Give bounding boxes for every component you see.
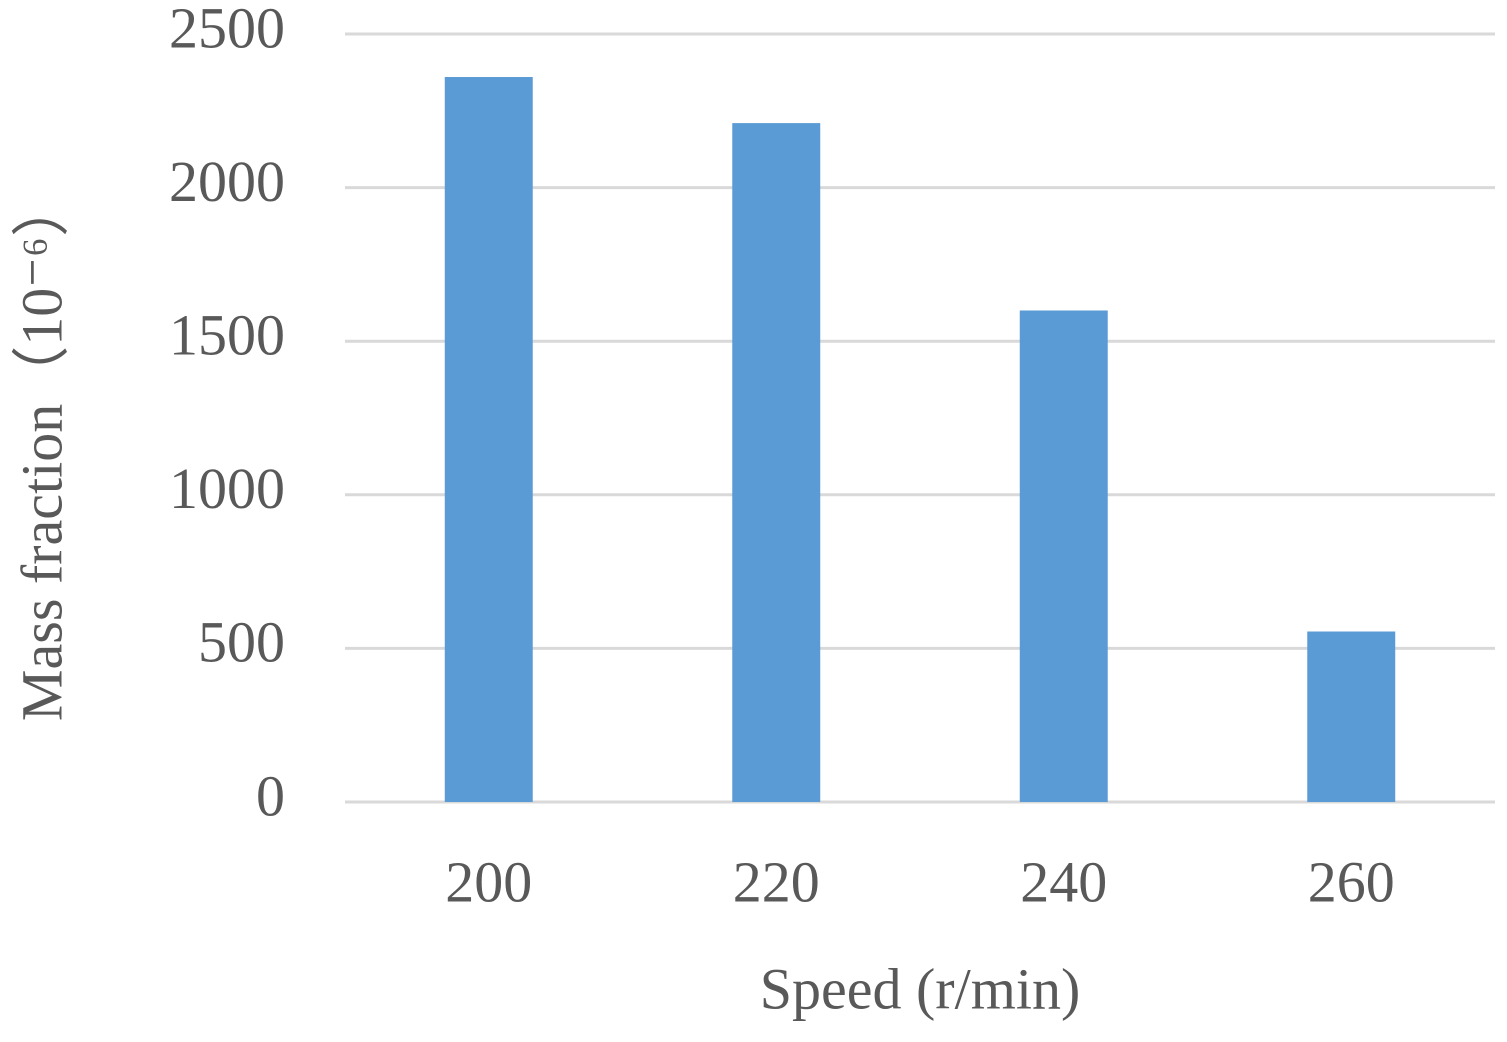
x-tick-label: 200 — [445, 849, 532, 914]
bar — [732, 123, 821, 802]
y-tick-label: 0 — [256, 763, 285, 828]
bar — [444, 77, 533, 803]
x-axis-title: Speed (r/min) — [760, 956, 1081, 1021]
y-tick-label: 1500 — [169, 303, 285, 368]
y-tick-label: 1000 — [169, 456, 285, 521]
y-axis-title: Mass fraction（10⁻⁶） — [9, 179, 74, 721]
bar — [1307, 631, 1396, 802]
x-tick-label: 260 — [1308, 849, 1395, 914]
x-tick-label: 220 — [733, 849, 820, 914]
x-tick-label: 240 — [1020, 849, 1107, 914]
y-tick-label: 2000 — [169, 149, 285, 214]
y-tick-label: 500 — [198, 610, 285, 675]
y-tick-label: 2500 — [169, 0, 285, 60]
bar — [1019, 310, 1108, 802]
